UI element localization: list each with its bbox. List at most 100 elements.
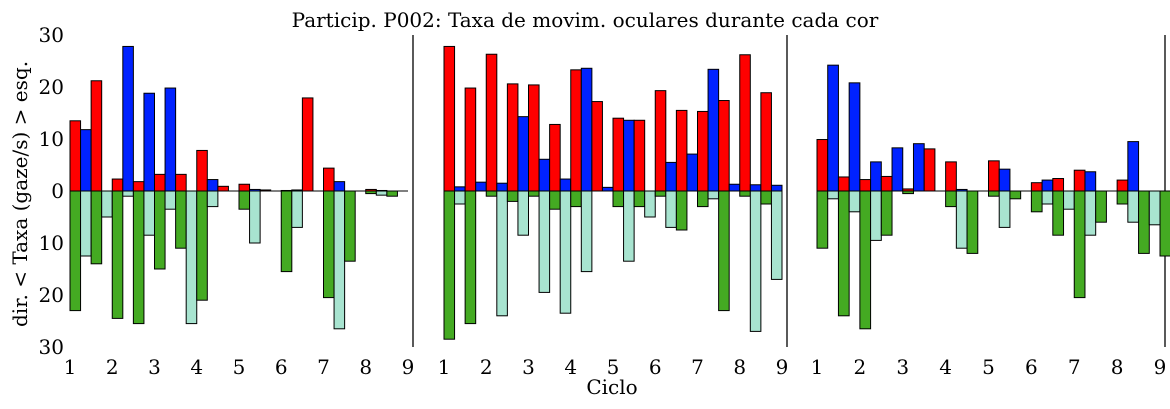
x-tick-label: 2 — [106, 355, 119, 379]
bar-right — [443, 190, 456, 340]
bar-left — [443, 45, 456, 192]
bar-left — [259, 189, 272, 192]
bar-right — [517, 190, 529, 236]
bar-left — [859, 179, 872, 192]
bar-right — [1030, 190, 1043, 213]
y-tick-label: 30 — [39, 23, 64, 47]
bar-left — [633, 119, 646, 192]
x-tick-label: 7 — [691, 355, 704, 379]
bar-right — [344, 190, 356, 262]
panel-1: 1 2 3 4 5 6 7 8 9 — [64, 35, 414, 379]
bar-right — [633, 190, 646, 208]
bar-right — [580, 190, 593, 273]
bar-right — [1116, 190, 1129, 205]
bar-right — [164, 190, 177, 210]
x-axis-label: Ciclo — [586, 375, 637, 399]
bar-left — [528, 84, 540, 192]
bar-right — [998, 190, 1011, 228]
x-tick-label: 5 — [607, 355, 620, 379]
bar-left — [770, 184, 783, 192]
y-tick-label: 20 — [39, 283, 64, 307]
bar-right — [945, 190, 957, 208]
bar-left — [870, 161, 882, 192]
bar-right — [770, 190, 783, 280]
bar-right — [1127, 190, 1140, 223]
bar-left — [164, 87, 177, 192]
bar-right — [528, 190, 540, 197]
bar-right — [665, 190, 677, 228]
bar-left — [475, 181, 487, 192]
x-tick-label: 9 — [1154, 355, 1167, 379]
bar-left — [988, 160, 1000, 192]
bar-left — [464, 87, 477, 192]
bar-right — [739, 190, 751, 197]
bar-left — [697, 110, 709, 192]
bar-right — [570, 190, 582, 208]
bar-right — [69, 190, 82, 312]
bar-right — [1073, 190, 1086, 299]
bar-right — [549, 190, 561, 210]
y-tick-label: 30 — [39, 335, 64, 359]
bar-left — [154, 173, 166, 192]
x-tick-label: 2 — [854, 355, 867, 379]
bar-right — [988, 190, 1000, 197]
y-tick-label: 0 — [51, 179, 64, 203]
bar-right — [506, 190, 519, 202]
bar-right — [870, 190, 882, 241]
bar-left — [749, 184, 762, 192]
bar-right — [859, 190, 872, 330]
x-tick-label: 6 — [649, 355, 662, 379]
bar-right — [837, 190, 850, 317]
bar-right — [1009, 190, 1022, 200]
chart-title: Particip. P002: Taxa de movim. oculares … — [292, 8, 879, 32]
bar-right — [333, 190, 346, 330]
bar-right — [760, 190, 772, 205]
bar-left — [1052, 178, 1065, 192]
bar-left — [549, 123, 561, 192]
bar-left — [1073, 169, 1086, 192]
bar-left — [580, 67, 593, 192]
bar-right — [175, 190, 187, 249]
bar-right — [707, 190, 720, 200]
bar-right — [365, 190, 377, 195]
x-tick-label: 8 — [359, 355, 372, 379]
bar-right — [132, 190, 145, 325]
bar-left — [111, 178, 124, 192]
bar-left — [143, 92, 155, 192]
bar-left — [760, 92, 772, 192]
bar-left — [206, 179, 219, 192]
bar-right — [749, 190, 762, 332]
bar-right — [154, 190, 166, 270]
bar-right — [612, 190, 625, 208]
bar-right — [697, 190, 709, 208]
x-tick-label: 7 — [317, 355, 330, 379]
bar-right — [249, 190, 261, 244]
bar-left — [665, 161, 677, 192]
bar-right — [955, 190, 968, 249]
x-tick-label: 7 — [1068, 355, 1081, 379]
bar-left — [1030, 182, 1043, 192]
bar-right — [902, 190, 914, 195]
bar-right — [827, 190, 839, 200]
bar-left — [912, 143, 925, 192]
bar-right — [623, 190, 635, 262]
x-tick-label: 5 — [982, 355, 995, 379]
x-tick-label: 3 — [148, 355, 161, 379]
bar-right — [323, 190, 335, 299]
bar-left — [718, 100, 730, 192]
bar-right — [496, 190, 508, 317]
bar-left — [333, 181, 346, 192]
bar-left — [827, 64, 839, 192]
bar-left — [686, 153, 698, 192]
bar-left — [196, 149, 208, 192]
bar-left — [559, 178, 572, 192]
bar-right — [196, 190, 208, 301]
bar-right — [538, 190, 551, 293]
y-tick-label: 10 — [39, 231, 64, 255]
bar-left — [816, 139, 829, 192]
bar-left — [1127, 141, 1140, 192]
bar-left — [739, 54, 751, 192]
bar-right — [122, 190, 134, 197]
bar-left — [496, 182, 508, 192]
x-tick-label: 1 — [811, 355, 824, 379]
